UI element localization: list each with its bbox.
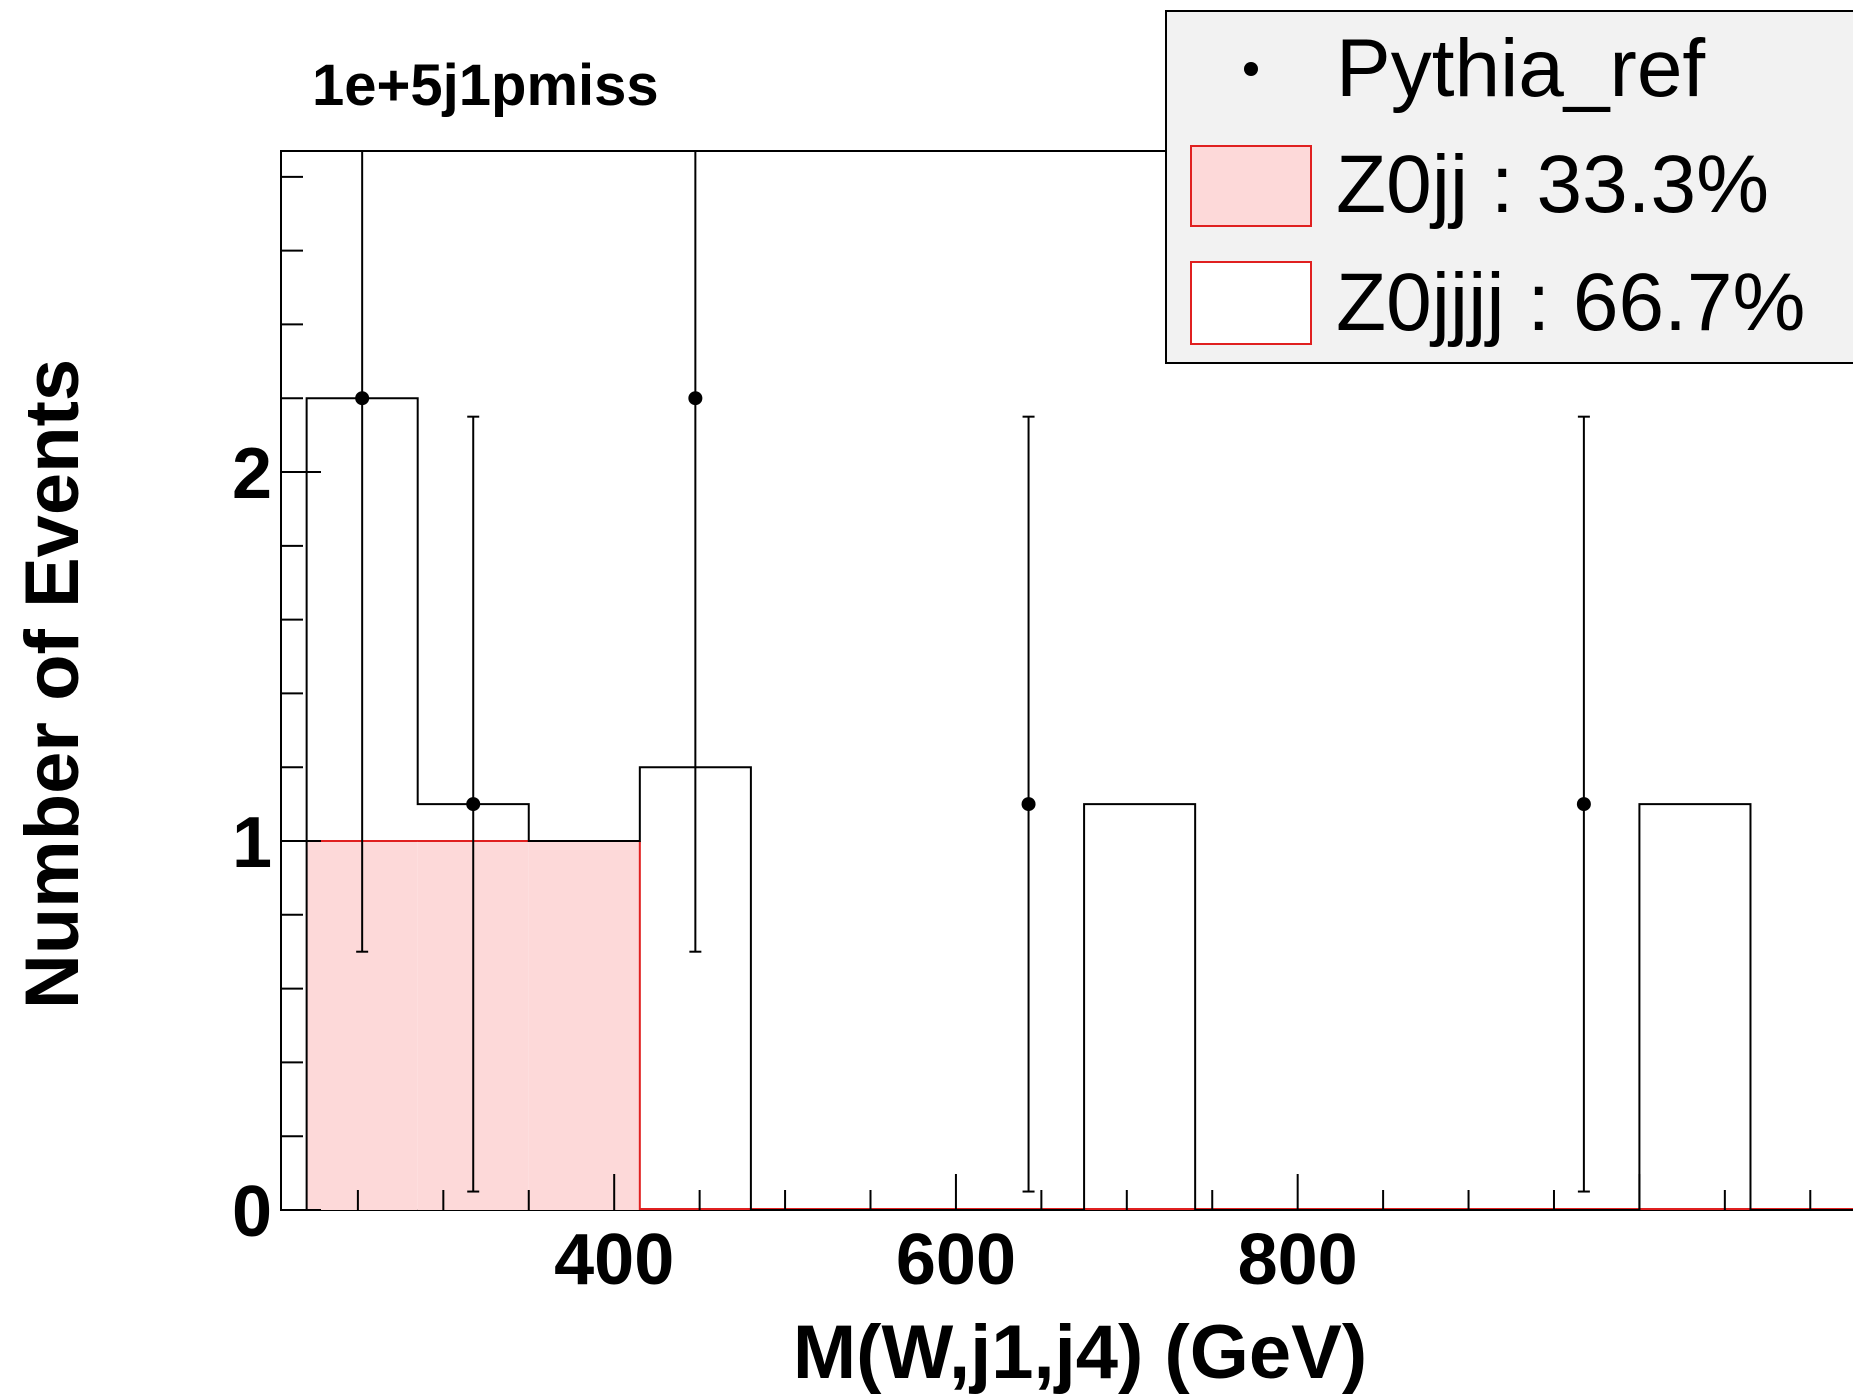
x-axis-label: M(W,j1,j4) (GeV) (793, 1310, 1367, 1395)
data-point (1576, 797, 1591, 812)
data-point (466, 797, 481, 812)
legend-swatch-z0jj (1190, 145, 1312, 227)
y-tick-label: 0 (232, 1172, 272, 1252)
y-axis-label: Number of Events (10, 359, 95, 1009)
legend-label: Pythia_ref (1336, 23, 1705, 114)
total-step-outline (305, 397, 1853, 1211)
x-tick-label: 800 (1238, 1220, 1358, 1300)
x-tick-label: 400 (554, 1220, 674, 1300)
legend-marker-point (1244, 62, 1258, 76)
data-point (1021, 797, 1036, 812)
z0jj-bar (528, 841, 640, 1210)
legend-label: Z0jjjj : 66.7% (1336, 257, 1805, 348)
y-tick-label: 2 (232, 434, 272, 514)
legend-label: Z0jj : 33.3% (1336, 139, 1769, 230)
chart-title: 1e+5j1pmiss (312, 53, 659, 118)
x-tick-label: 600 (896, 1220, 1016, 1300)
y-tick-label: 1 (232, 803, 272, 883)
data-point (688, 391, 703, 406)
data-point (355, 391, 370, 406)
legend-swatch-z0jjjj (1190, 261, 1312, 345)
